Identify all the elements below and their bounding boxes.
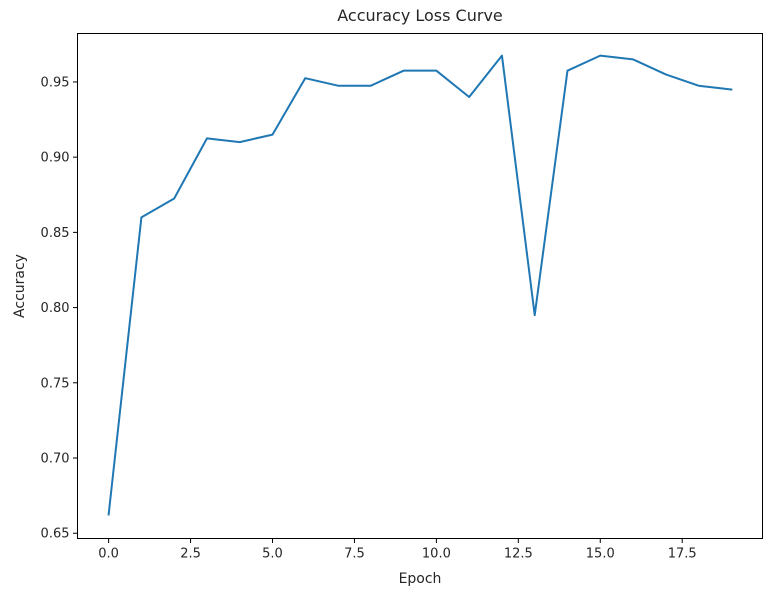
chart-title: Accuracy Loss Curve [337,6,503,25]
x-axis-title: Epoch [399,571,442,587]
y-tick-label: 0.90 [41,151,70,166]
x-tick-label: 7.5 [344,547,365,562]
y-tick-label: 0.75 [41,376,70,391]
x-tick-label: 2.5 [180,547,201,562]
series-line-accuracy [107,54,733,516]
y-tick-label: 0.70 [41,452,70,467]
y-tick-label: 0.80 [41,301,70,316]
x-tick-label: 0.0 [98,547,119,562]
x-tick-label: 17.5 [668,547,697,562]
y-tick-label: 0.85 [41,226,70,241]
plot-area [77,33,763,539]
series-layer [107,54,733,516]
x-axis: 0.0 2.5 5.0 7.5 10.0 12.5 15.0 17.5 [98,538,697,562]
x-tick-label: 10.0 [422,547,451,562]
y-axis-title: Accuracy [12,254,28,318]
x-tick-label: 12.5 [504,547,533,562]
y-tick-label: 0.65 [41,527,70,542]
x-tick-label: 15.0 [586,547,615,562]
y-axis: 0.65 0.70 0.75 0.80 0.85 0.90 0.95 [41,75,78,542]
y-tick-label: 0.95 [41,75,70,90]
x-tick-label: 5.0 [262,547,283,562]
